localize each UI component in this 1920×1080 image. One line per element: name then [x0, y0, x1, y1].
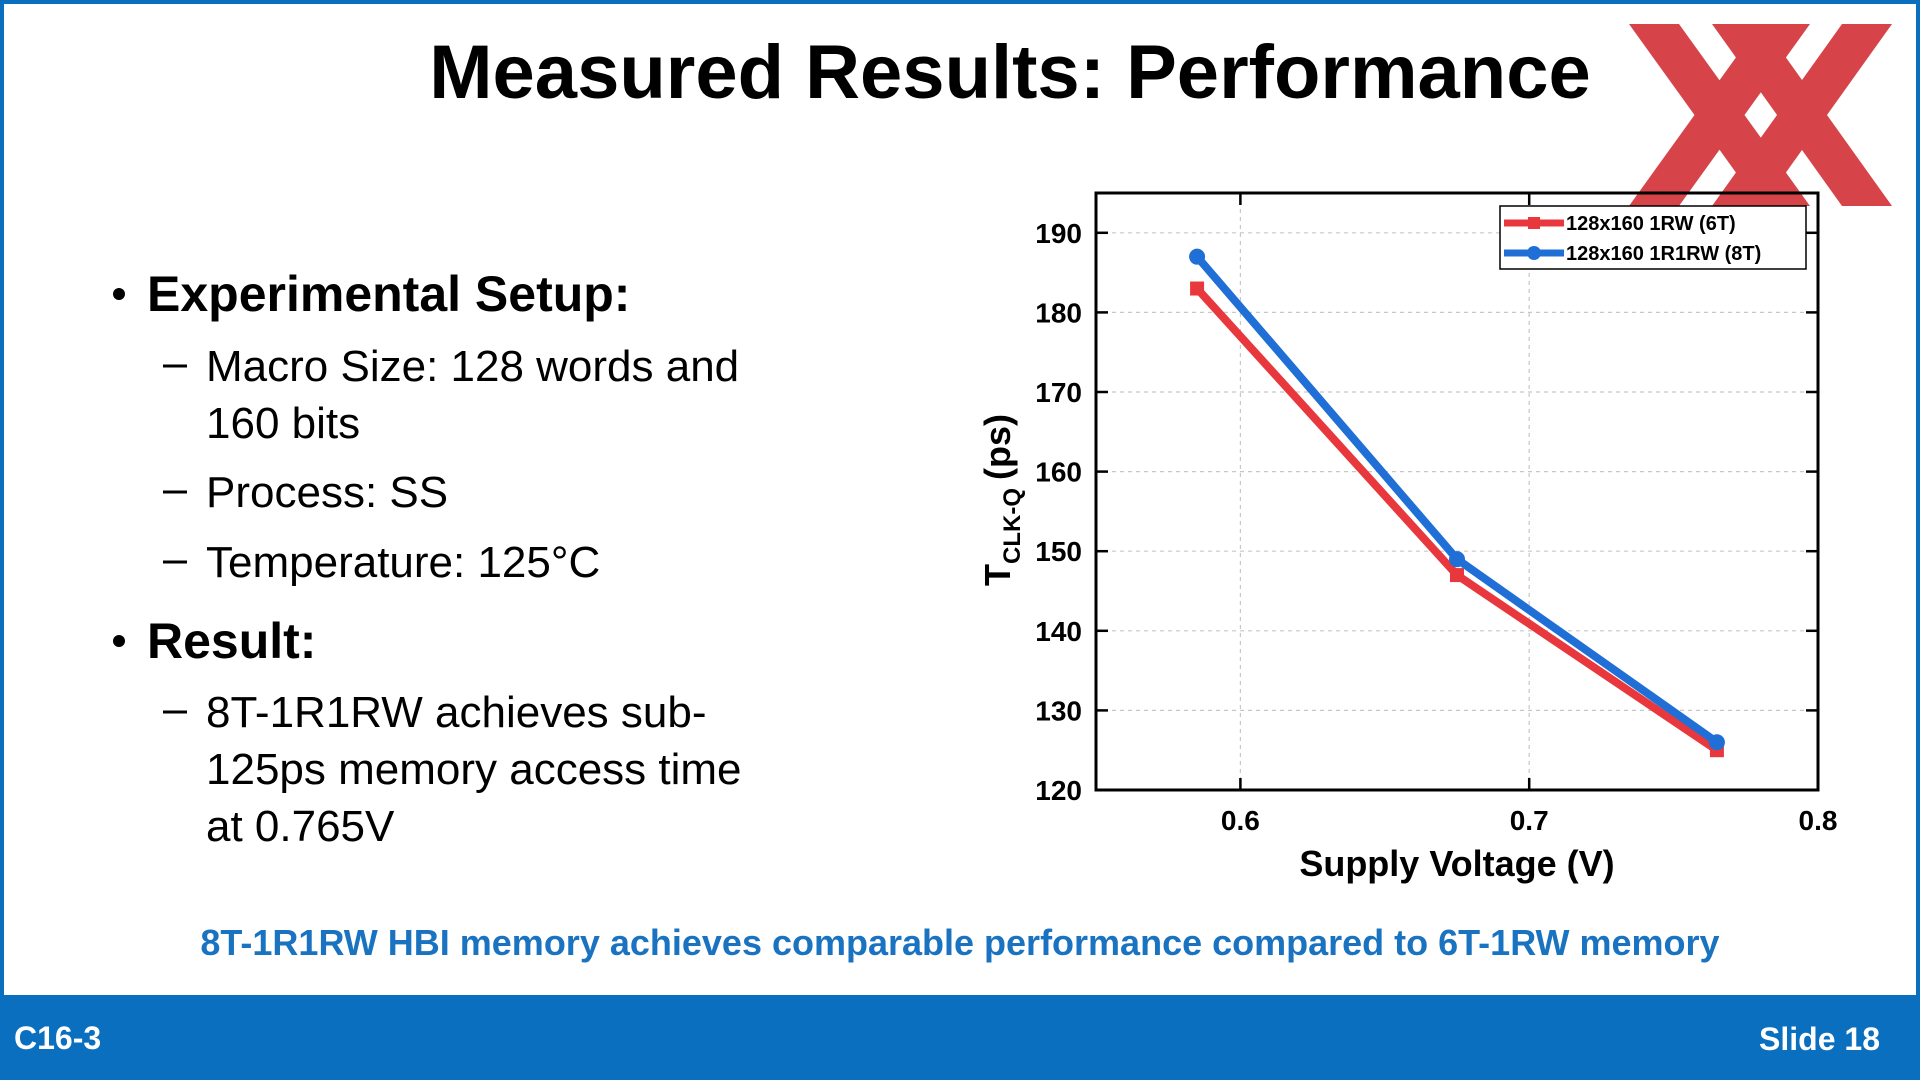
sub-bullet-text: Process: SS — [206, 468, 448, 517]
footer-bar — [0, 995, 1920, 1080]
legend-label: 128x160 1RW (6T) — [1566, 213, 1736, 235]
sub-bullet-text: 125ps memory access time — [206, 745, 742, 794]
sub-bullet-text: 8T-1R1RW achieves sub- — [206, 688, 707, 737]
sub-bullet-text: Temperature: 125°C — [206, 538, 600, 587]
marker — [1450, 568, 1464, 583]
bullet-dot — [113, 635, 125, 647]
y-axis-label: TCLK-Q (ps) — [977, 414, 1026, 586]
y-axis-label-sub: CLK-Q — [999, 488, 1026, 564]
y-tick-label: 180 — [1035, 297, 1082, 328]
y-tick-label: 160 — [1035, 457, 1082, 488]
footer-left: C16-3 — [14, 1020, 101, 1056]
y-tick-label: 120 — [1035, 775, 1082, 806]
y-tick-label: 150 — [1035, 536, 1082, 567]
bullet-dot — [113, 288, 125, 300]
footer-right: Slide 18 — [1759, 1021, 1880, 1057]
chart: 120 130 140 150 160 170 180 190 0.6 0.7 0.8 Supply … — [977, 191, 1838, 884]
marker — [1449, 551, 1465, 568]
marker — [1708, 734, 1725, 751]
y-tick-label: 190 — [1035, 218, 1082, 249]
y-tick-label: 140 — [1035, 616, 1082, 647]
marker — [1189, 248, 1206, 265]
y-axis-label-unit: (ps) — [977, 414, 1018, 480]
y-tick-label: 130 — [1035, 695, 1082, 726]
legend-marker — [1528, 217, 1540, 229]
bullet-heading: Result: — [147, 613, 316, 669]
sub-bullet-text: at 0.765V — [206, 802, 395, 851]
legend-marker — [1527, 246, 1541, 260]
legend-label: 128x160 1R1RW (8T) — [1566, 243, 1761, 265]
sub-bullet-text: Macro Size: 128 words and — [206, 342, 739, 391]
x-tick-label: 0.7 — [1510, 805, 1549, 836]
y-tick-label: 170 — [1035, 377, 1082, 408]
conclusion: 8T-1R1RW HBI memory achieves comparable … — [200, 922, 1719, 963]
logo — [1629, 24, 1892, 206]
y-axis-label-main: T — [977, 564, 1018, 586]
sub-bullet-text: 160 bits — [206, 399, 360, 448]
plot-frame — [1094, 191, 1820, 792]
x-axis-label: Supply Voltage (V) — [1299, 843, 1614, 884]
bullet-heading: Experimental Setup: — [147, 266, 630, 322]
legend-box — [1499, 205, 1807, 270]
logo-stroke — [1712, 24, 1892, 206]
slide-title: Measured Results: Performance — [429, 30, 1591, 115]
x-tick-label: 0.6 — [1221, 805, 1260, 836]
marker — [1190, 281, 1205, 296]
x-tick-label: 0.8 — [1799, 805, 1838, 836]
